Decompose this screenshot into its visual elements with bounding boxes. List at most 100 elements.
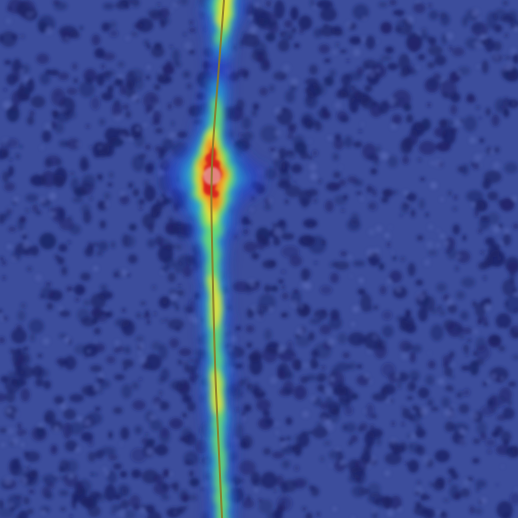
speckle-spot bbox=[178, 284, 182, 288]
speckle-spot bbox=[37, 353, 43, 358]
speckle-spot bbox=[161, 494, 170, 501]
speckle-highlight bbox=[372, 334, 379, 341]
speckle-highlight bbox=[406, 201, 410, 205]
speckle-spot bbox=[57, 72, 70, 81]
speckle-spot bbox=[138, 377, 143, 381]
speckle-spot bbox=[145, 161, 155, 171]
speckle-spot bbox=[320, 24, 336, 37]
speckle-spot bbox=[154, 127, 164, 134]
speckle-spot bbox=[102, 71, 112, 76]
speckle-spot bbox=[101, 22, 111, 32]
speckle-spot bbox=[154, 145, 164, 153]
speckle-spot bbox=[28, 247, 33, 250]
speckle-spot bbox=[276, 495, 293, 512]
speckle-spot bbox=[468, 362, 474, 367]
speckle-highlight bbox=[339, 166, 343, 169]
speckle-spot bbox=[130, 31, 139, 37]
speckle-spot bbox=[507, 399, 513, 407]
speckle-highlight bbox=[35, 274, 43, 282]
speckle-highlight bbox=[59, 106, 66, 113]
speckle-spot bbox=[77, 308, 90, 322]
speckle-highlight bbox=[117, 73, 124, 80]
speckle-highlight bbox=[417, 292, 425, 301]
speckle-highlight bbox=[274, 130, 281, 136]
speckle-spot bbox=[15, 369, 27, 380]
speckle-spot bbox=[67, 240, 72, 244]
speckle-spot bbox=[308, 64, 318, 76]
speckle-highlight bbox=[98, 146, 102, 149]
speckle-spot bbox=[420, 493, 429, 501]
speckle-spot bbox=[309, 0, 315, 7]
speckle-spot bbox=[80, 272, 91, 282]
speckle-spot bbox=[510, 327, 514, 334]
speckle-highlight bbox=[259, 390, 262, 393]
speckle-spot bbox=[360, 96, 375, 110]
speckle-spot bbox=[28, 319, 44, 334]
speckle-highlight bbox=[21, 476, 28, 484]
speckle-spot bbox=[0, 31, 17, 48]
speckle-spot bbox=[264, 329, 272, 341]
speckle-spot bbox=[402, 155, 410, 165]
speckle-spot bbox=[121, 233, 130, 247]
speckle-spot bbox=[279, 437, 286, 442]
speckle-highlight bbox=[42, 337, 50, 345]
speckle-highlight bbox=[39, 173, 42, 176]
speckle-spot bbox=[416, 480, 421, 485]
speckle-spot bbox=[407, 262, 416, 277]
speckle-spot bbox=[53, 167, 68, 186]
speckle-highlight bbox=[40, 146, 44, 150]
speckle-highlight bbox=[395, 374, 400, 379]
speckle-spot bbox=[498, 223, 503, 229]
speckle-spot bbox=[144, 353, 162, 371]
speckle-spot bbox=[101, 92, 114, 101]
speckle-spot bbox=[72, 196, 84, 203]
speckle-spot bbox=[188, 377, 193, 381]
speckle-spot bbox=[356, 191, 362, 195]
speckle-spot bbox=[46, 302, 54, 310]
speckle-spot bbox=[35, 426, 46, 439]
speckle-spot bbox=[427, 249, 438, 256]
speckle-spot bbox=[496, 483, 499, 486]
speckle-highlight bbox=[249, 26, 257, 34]
speckle-spot bbox=[128, 223, 137, 231]
speckle-highlight bbox=[45, 26, 53, 35]
speckle-spot bbox=[107, 85, 114, 94]
speckle-spot bbox=[482, 178, 492, 190]
speckle-spot bbox=[146, 319, 151, 325]
speckle-spot bbox=[408, 443, 412, 448]
speckle-spot bbox=[506, 10, 518, 23]
speckle-spot bbox=[100, 379, 111, 389]
speckle-spot bbox=[188, 27, 197, 33]
speckle-spot bbox=[466, 93, 475, 102]
speckle-spot bbox=[50, 444, 58, 455]
speckle-spot bbox=[11, 378, 18, 385]
speckle-spot bbox=[324, 75, 334, 87]
speckle-spot bbox=[48, 69, 60, 76]
speckle-spot bbox=[347, 176, 358, 184]
speckle-spot bbox=[290, 163, 303, 174]
speckle-spot bbox=[114, 493, 122, 501]
speckle-spot bbox=[305, 77, 319, 87]
speckle-spot bbox=[103, 192, 111, 200]
speckle-highlight bbox=[257, 314, 263, 321]
speckle-spot bbox=[350, 212, 360, 226]
speckle-spot bbox=[171, 120, 175, 126]
speckle-highlight bbox=[492, 161, 501, 170]
speckle-spot bbox=[99, 446, 116, 456]
speckle-spot bbox=[291, 27, 297, 33]
speckle-spot bbox=[287, 125, 296, 134]
speckle-highlight bbox=[138, 351, 142, 355]
speckle-highlight bbox=[329, 376, 335, 382]
speckle-spot bbox=[124, 346, 131, 355]
speckle-spot bbox=[39, 72, 51, 85]
speckle-highlight bbox=[4, 477, 12, 486]
speckle-spot bbox=[68, 422, 84, 435]
speckle-spot bbox=[26, 266, 33, 272]
speckle-spot bbox=[11, 328, 27, 344]
speckle-spot bbox=[415, 501, 422, 509]
speckle-spot bbox=[280, 482, 288, 495]
speckle-spot bbox=[461, 164, 469, 176]
speckle-spot bbox=[19, 215, 27, 224]
speckle-spot bbox=[281, 311, 290, 318]
speckle-highlight bbox=[471, 202, 476, 207]
